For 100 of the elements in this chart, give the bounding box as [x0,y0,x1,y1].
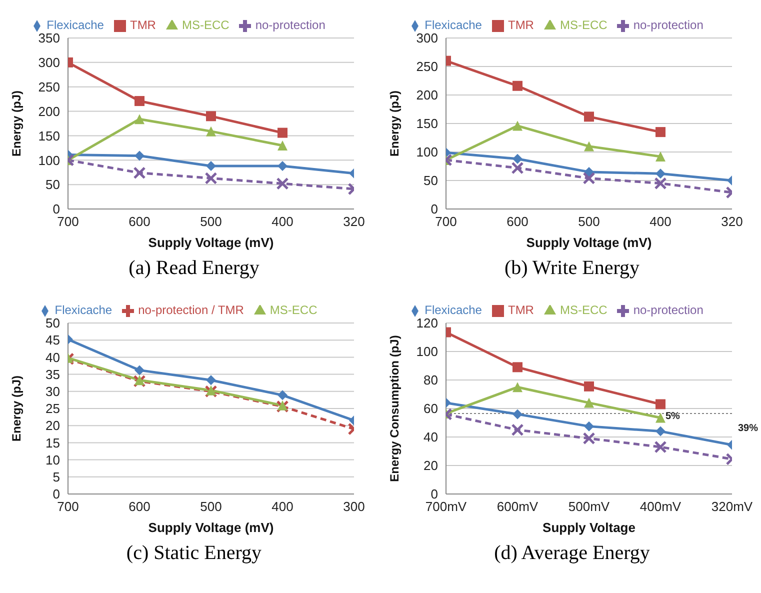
x-tick-label: 300 [343,499,365,514]
y-tick-label: 50 [424,173,438,188]
x-tick-label: 500 [200,214,222,230]
y-tick-label: 5 [52,470,60,485]
legend-label: no-protection [255,18,326,32]
legend-label: MS-ECC [270,303,318,317]
y-tick-label: 15 [46,435,60,450]
text: 39% [738,423,758,434]
y-tick-label: 300 [416,30,438,46]
y-axis-title: Energy (pJ) [9,375,24,442]
x-axis-title: Supply Voltage (mV) [526,235,652,250]
y-tick-label: 40 [424,430,438,445]
y-tick-label: 50 [46,316,60,331]
point [276,400,289,413]
point [512,382,522,392]
legend-label: Flexicache [46,18,104,32]
point [134,114,144,124]
text: (c) Static Energy [125,541,263,566]
point [512,154,522,164]
y-tick-label: 250 [38,79,60,94]
x-tick-label: 320 [343,214,365,230]
x-tick-label: 600 [128,499,150,514]
point [584,398,594,408]
y-tick-label: 350 [38,30,60,46]
point [582,432,596,445]
y-tick-label: 100 [416,144,438,160]
y-tick-label: 300 [38,55,60,70]
x-tick-label: 400 [272,499,294,514]
point [512,80,522,91]
legend-label: no-protection / TMR [138,303,244,317]
legend-label: no-protection [633,18,704,32]
x-axis-title: Supply Voltage (mV) [148,235,274,250]
point [584,141,594,152]
y-tick-label: 40 [46,350,60,365]
point [582,172,596,184]
x-tick-label: 320mV [711,499,753,514]
point [278,140,288,150]
x-tick-label: 700mV [425,499,467,514]
y-tick-label: 200 [38,104,60,119]
y-tick-label: 80 [424,372,438,388]
point [511,162,524,174]
point [206,385,216,396]
point [512,120,522,131]
y-tick-label: 0 [52,202,60,217]
y-tick-label: 45 [46,332,60,348]
y-tick-label: 0 [52,486,60,502]
legend-label: MS-ECC [182,18,230,32]
point [654,440,667,454]
x-tick-label: 700 [57,214,79,230]
point [206,161,216,172]
x-tick-label: 600mV [496,499,538,514]
point [278,161,288,172]
point [656,426,666,436]
y-tick-label: 150 [38,128,60,144]
point [206,111,216,122]
point [656,152,666,162]
x-tick-label: 400 [650,214,672,230]
y-tick-label: 100 [416,344,438,360]
x-tick-label: 320 [721,214,743,230]
point [656,168,666,179]
legend-label: TMR [130,18,156,32]
text: (b) Write Energy [503,256,641,281]
legend-label: Flexicache [54,303,112,317]
y-tick-label: 60 [424,401,438,416]
y-tick-label: 150 [416,116,438,132]
text: (d) Average Energy [493,541,651,566]
text: (a) Read Energy [128,256,260,281]
x-tick-label: 400mV [640,499,682,514]
x-axis-title: Supply Voltage (mV) [148,520,274,535]
point [278,400,288,410]
y-tick-label: 50 [46,177,60,192]
y-tick-label: 250 [416,59,438,74]
legend-label: TMR [508,303,534,317]
point [133,166,146,180]
point [511,424,524,436]
x-tick-label: 700 [435,214,457,230]
point [206,375,216,386]
legend-label: Flexicache [424,303,482,317]
point [134,150,144,161]
y-tick-label: 200 [416,88,438,103]
x-axis-title: Supply Voltage [542,520,636,535]
point [656,127,666,138]
legend-label: Flexicache [424,18,482,32]
x-tick-label: 500 [578,214,600,230]
y-tick-label: 0 [430,486,438,502]
point [584,112,594,122]
point [278,128,288,138]
point [204,385,218,398]
legend-label: MS-ECC [560,303,608,317]
legend-label: TMR [508,18,534,32]
x-tick-label: 600 [128,214,150,230]
y-tick-label: 120 [416,316,438,331]
legend-label: MS-ECC [560,18,608,32]
y-tick-label: 35 [46,366,60,382]
point [656,412,666,423]
x-tick-label: 600 [506,214,528,230]
point [206,126,216,136]
point [584,381,594,392]
x-tick-label: 400 [272,214,294,230]
point [134,365,144,376]
